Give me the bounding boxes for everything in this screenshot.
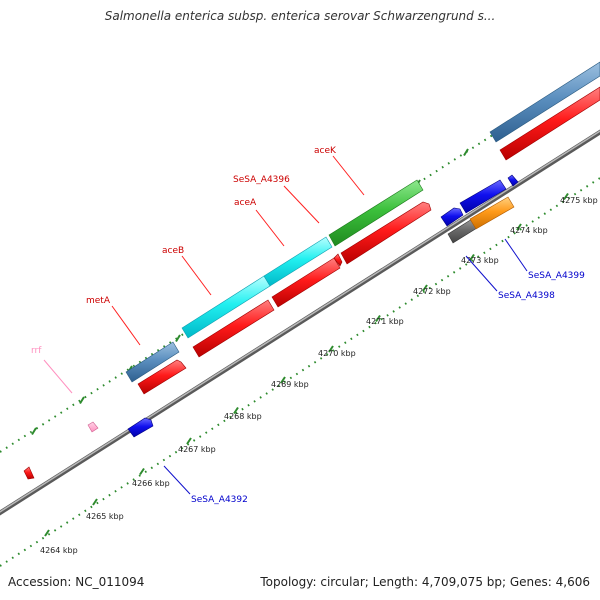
label-SeSA_A4396: SeSA_A4396	[233, 175, 290, 185]
accession-text: Accession: NC_011094	[8, 575, 145, 589]
map-title: Salmonella enterica subsp. enterica sero…	[104, 9, 496, 23]
cds	[499, 86, 600, 161]
label-rrf: rrf	[31, 346, 42, 356]
kbp-label: 4275 kbp	[560, 196, 598, 205]
cds-small	[23, 466, 35, 480]
cds-track	[137, 86, 600, 395]
gene-steel-right	[489, 61, 600, 143]
gene-aceA	[263, 236, 333, 287]
inner-tick-ring	[0, 177, 600, 567]
label-metA: metA	[86, 296, 111, 306]
gene-blue-small	[507, 174, 519, 187]
kbp-label: 4265 kbp	[86, 512, 124, 521]
gene-aceK	[328, 179, 424, 247]
cds	[192, 299, 275, 358]
label-aceB: aceB	[162, 246, 184, 256]
kbp-labels: 4264 kbp 4265 kbp 4266 kbp 4267 kbp 4268…	[40, 196, 598, 555]
kbp-label: 4266 kbp	[132, 479, 170, 488]
cds	[137, 359, 187, 395]
cds	[340, 201, 432, 265]
inner-features	[23, 174, 519, 480]
gene-blue	[459, 179, 507, 214]
kbp-label: 4271 kbp	[366, 317, 404, 326]
gene-SeSA_A4392	[127, 417, 154, 438]
cds	[333, 253, 343, 267]
kbp-label: 4269 kbp	[271, 380, 309, 389]
kbp-label: 4268 kbp	[224, 412, 262, 421]
feature-track	[125, 61, 600, 383]
label-SeSA_A4398: SeSA_A4398	[498, 291, 555, 301]
label-SeSA_A4392: SeSA_A4392	[191, 495, 248, 505]
gene-labels: rrf metA aceB aceA SeSA_A4396 aceK SeSA_…	[31, 146, 585, 505]
backbone	[0, 129, 600, 516]
kbp-label: 4267 kbp	[178, 445, 216, 454]
kbp-label: 4272 kbp	[413, 287, 451, 296]
gene-SeSA_A4399	[469, 196, 515, 230]
label-aceA: aceA	[234, 198, 257, 208]
genome-summary: Topology: circular; Length: 4,709,075 bp…	[260, 575, 590, 589]
leader-lines	[43, 155, 528, 495]
kbp-label: 4264 kbp	[40, 546, 78, 555]
cds	[271, 257, 341, 308]
kbp-label: 4274 kbp	[510, 226, 548, 235]
gene-rrf	[87, 421, 99, 433]
kbp-label: 4270 kbp	[318, 349, 356, 358]
label-SeSA_A4399: SeSA_A4399	[528, 271, 585, 281]
gene-SeSA_A4398	[440, 207, 464, 227]
kbp-label: 4273 kbp	[461, 256, 499, 265]
label-aceK: aceK	[314, 146, 337, 156]
gene-metA	[125, 341, 180, 383]
